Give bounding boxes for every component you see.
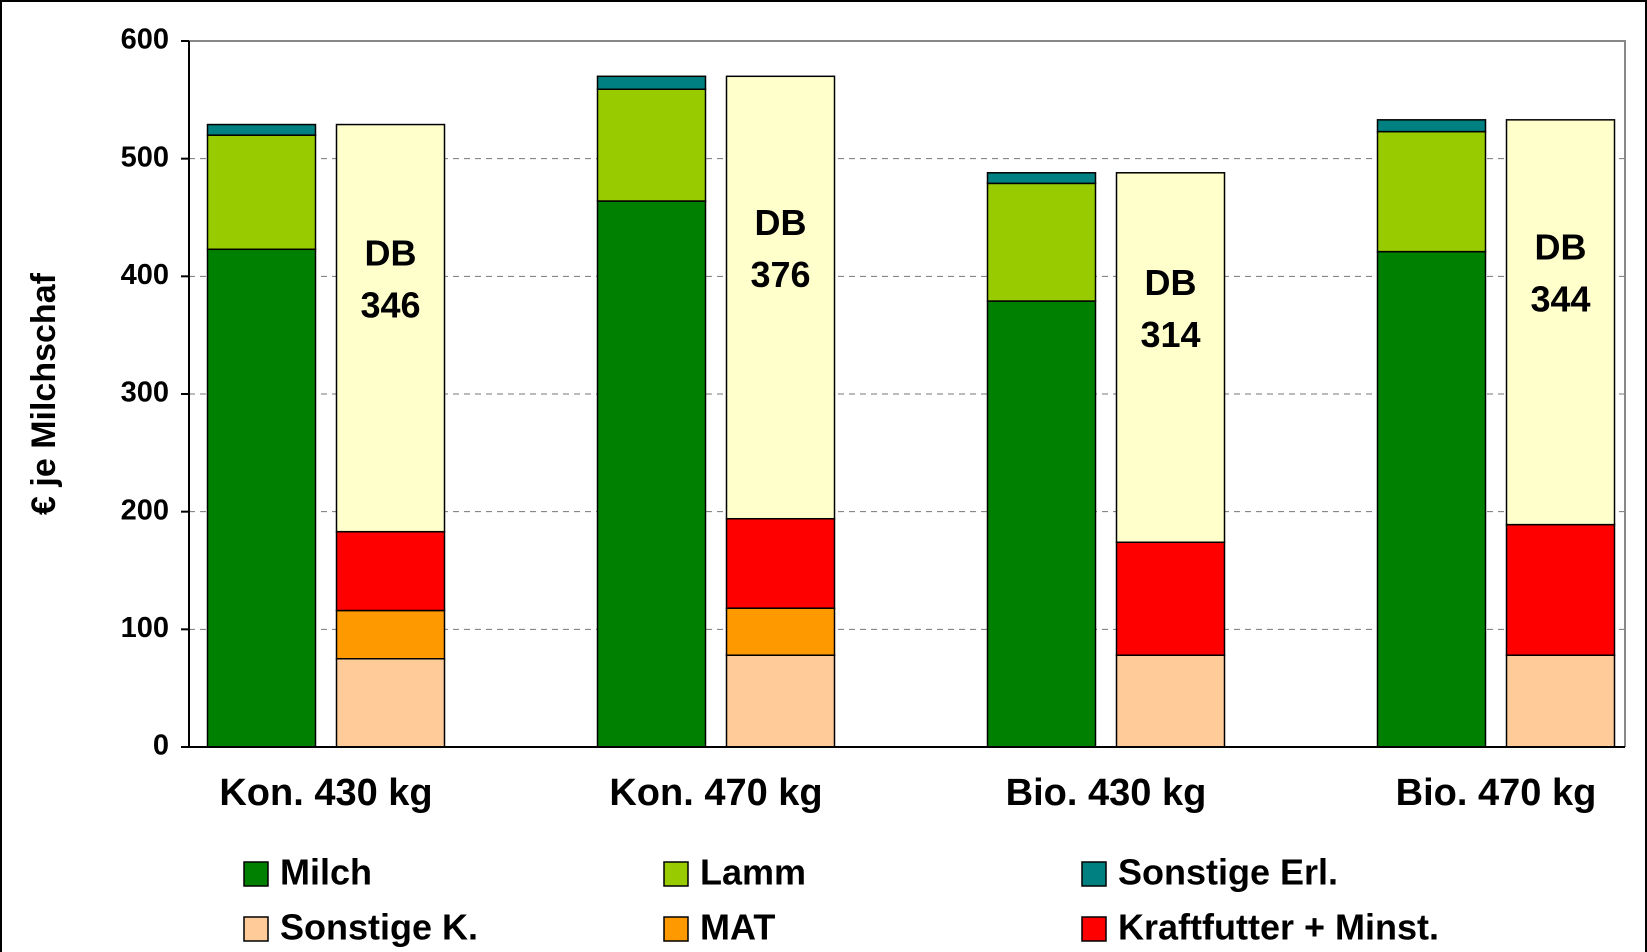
bar-segment — [1115, 654, 1226, 748]
legend-label: Lamm — [700, 852, 806, 893]
legend-label: Sonstige K. — [280, 907, 478, 948]
legend-swatch — [1081, 916, 1107, 942]
bar-segment — [986, 182, 1097, 302]
bar-segment — [986, 300, 1097, 748]
bar-segment — [596, 88, 707, 202]
legend-label: MAT — [700, 907, 775, 948]
data-label-name: DB — [365, 233, 417, 274]
legend-swatch — [663, 861, 689, 887]
legend-swatch — [243, 916, 269, 942]
bar-segment — [206, 134, 317, 251]
data-label: 344 — [1530, 279, 1590, 320]
y-tick-label: 100 — [121, 612, 169, 644]
bar-segment — [335, 123, 446, 533]
bar-segment — [1115, 172, 1226, 544]
y-tick-label: 600 — [121, 24, 169, 56]
bar-segment — [1505, 119, 1616, 526]
bar-segment — [1505, 523, 1616, 656]
bar-segment — [725, 607, 836, 656]
bar-segment — [206, 248, 317, 748]
bar-segment — [335, 609, 446, 660]
bar-segment — [1115, 541, 1226, 656]
x-tick-label: Kon. 430 kg — [219, 772, 432, 814]
legend-label: Kraftfutter + Minst. — [1118, 907, 1439, 948]
legend-swatch — [663, 916, 689, 942]
legend-label: Milch — [280, 852, 372, 893]
y-tick-label: 400 — [121, 259, 169, 291]
bar-segment — [986, 172, 1097, 185]
bar-segment — [725, 654, 836, 748]
bar-segment — [206, 123, 317, 136]
data-label: 346 — [360, 285, 420, 326]
data-label-name: DB — [1535, 227, 1587, 268]
data-label-name: DB — [1145, 262, 1197, 303]
bar-segment — [725, 75, 836, 520]
bar-segment — [725, 517, 836, 609]
bar-segment — [335, 530, 446, 612]
x-tick-label: Bio. 470 kg — [1396, 772, 1597, 814]
data-label: 376 — [750, 254, 810, 295]
bar-segment — [335, 658, 446, 748]
y-tick-label: 0 — [153, 730, 169, 762]
data-label-name: DB — [755, 202, 807, 243]
x-tick-label: Kon. 470 kg — [609, 772, 822, 814]
bar-segment — [596, 200, 707, 748]
y-tick-label: 300 — [121, 377, 169, 409]
legend-swatch — [243, 861, 269, 887]
bar-segment — [1505, 654, 1616, 748]
y-tick-label: 200 — [121, 494, 169, 526]
legend-swatch — [1081, 861, 1107, 887]
bar-segment — [596, 75, 707, 90]
x-tick-label: Bio. 430 kg — [1006, 772, 1207, 814]
y-axis-label: € je Milchschaf — [25, 272, 63, 515]
legend-label: Sonstige Erl. — [1118, 852, 1338, 893]
bar-segment — [1376, 130, 1487, 253]
plot-border — [189, 40, 1626, 747]
data-label: 314 — [1140, 314, 1200, 355]
bar-segment — [1376, 119, 1487, 133]
bar-segment — [1376, 250, 1487, 748]
y-tick-label: 500 — [121, 141, 169, 173]
